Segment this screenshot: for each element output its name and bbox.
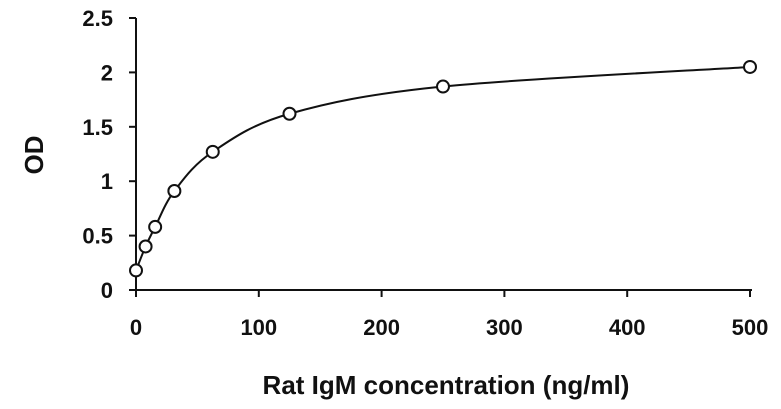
ticks: 0 0.5 1 1.5 2 2.5 0 100 200 300 400 500 [82, 6, 768, 340]
data-points [129, 59, 757, 278]
x-tick-label: 400 [609, 315, 646, 340]
y-tick-label: 2.5 [82, 6, 113, 31]
y-tick-label: 1.5 [82, 115, 113, 140]
y-tick-label: 2 [101, 60, 113, 85]
data-point [138, 239, 153, 254]
x-tick-label: 0 [130, 315, 142, 340]
y-axis-title: OD [19, 136, 49, 175]
x-tick-label: 300 [486, 315, 523, 340]
axes [135, 18, 752, 291]
data-point [205, 144, 220, 159]
y-tick-label: 0 [101, 278, 113, 303]
data-point [282, 106, 297, 121]
x-tick-label: 500 [732, 315, 769, 340]
y-tick-label: 1 [101, 169, 113, 194]
x-tick-label: 100 [240, 315, 277, 340]
fit-curve [135, 65, 751, 271]
data-point [148, 219, 163, 234]
x-tick-label: 200 [363, 315, 400, 340]
data-point [129, 263, 143, 278]
data-point [743, 59, 757, 74]
data-point [436, 79, 450, 94]
x-axis-title: Rat IgM concentration (ng/ml) [263, 370, 630, 400]
y-tick-label: 0.5 [82, 224, 113, 249]
fit-curve-group [135, 65, 751, 271]
data-point [167, 183, 182, 198]
